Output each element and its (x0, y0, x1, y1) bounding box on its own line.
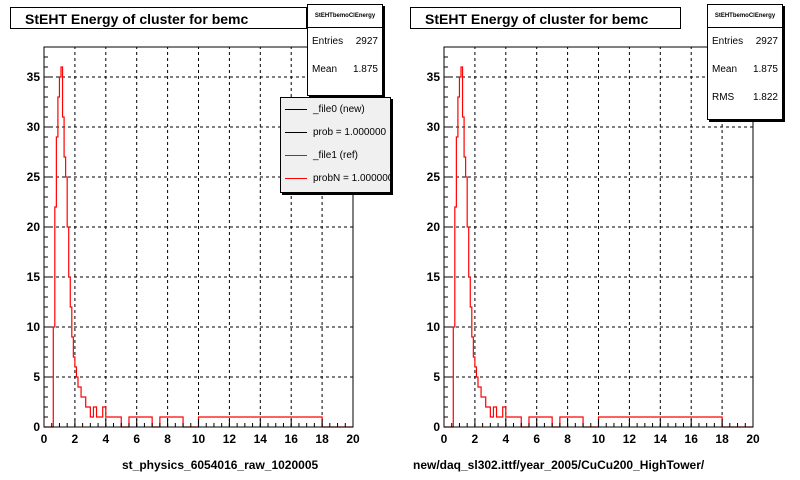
y-tick-label: 20 (27, 220, 41, 234)
stats-title: StEHTbemoClEnergy (708, 5, 782, 28)
legend-item-probn: probN = 1.000000 (281, 167, 390, 190)
y-tick-label: 0 (33, 420, 40, 434)
panel-2-stats-box: StEHTbemoClEnergy Entries 2927 Mean 1.87… (707, 4, 783, 120)
y-tick-label: 25 (427, 170, 441, 184)
legend-label: _file1 (ref) (313, 150, 359, 161)
x-tick-label: 14 (654, 432, 668, 446)
stats-value: 1.875 (752, 64, 778, 75)
y-tick-label: 0 (433, 420, 440, 434)
y-tick-label: 35 (427, 70, 441, 84)
x-tick-label: 12 (223, 432, 237, 446)
legend-item-ref: _file1 (ref) (281, 144, 390, 167)
panel-1-title: StEHT Energy of cluster for bemc (10, 7, 307, 29)
x-tick-label: 16 (285, 432, 299, 446)
x-tick-label: 16 (685, 432, 699, 446)
stats-value: 1.875 (352, 64, 378, 75)
stats-key: Entries (712, 36, 744, 47)
legend-label: probN = 1.000000 (313, 173, 391, 184)
panel-2-title: StEHT Energy of cluster for bemc (410, 7, 681, 29)
y-tick-label: 5 (433, 370, 440, 384)
legend-item-prob: prob = 1.000000 (281, 121, 390, 144)
x-tick-label: 0 (41, 432, 48, 446)
stats-row-mean: Mean 1.875 (308, 56, 382, 84)
stats-key: Mean (312, 64, 338, 75)
x-tick-label: 20 (346, 432, 360, 446)
y-tick-label: 5 (33, 370, 40, 384)
x-tick-label: 8 (164, 432, 171, 446)
stats-value: 2927 (355, 36, 378, 47)
y-tick-label: 10 (427, 320, 441, 334)
stats-value: 1.822 (752, 92, 778, 103)
stats-row-mean: Mean 1.875 (708, 56, 782, 84)
x-tick-label: 18 (315, 432, 329, 446)
stats-row-rms: RMS 1.822 (708, 84, 782, 112)
legend-label: prob = 1.000000 (313, 127, 387, 138)
legend-label: _file0 (new) (313, 104, 365, 115)
stats-value: 2927 (755, 36, 778, 47)
panel-1-x-axis-title: st_physics_6054016_raw_1020005 (122, 458, 319, 472)
x-tick-label: 4 (502, 432, 509, 446)
x-tick-label: 12 (623, 432, 637, 446)
x-tick-label: 2 (472, 432, 479, 446)
x-tick-label: 0 (441, 432, 448, 446)
x-tick-label: 8 (564, 432, 571, 446)
y-tick-label: 30 (427, 120, 441, 134)
x-tick-label: 14 (254, 432, 268, 446)
stats-row-entries: Entries 2927 (708, 28, 782, 56)
stats-key: Entries (312, 36, 344, 47)
stats-key: Mean (712, 64, 738, 75)
y-tick-label: 10 (27, 320, 41, 334)
stats-key: RMS (712, 92, 735, 103)
legend-line-swatch (285, 155, 307, 156)
y-tick-label: 15 (27, 270, 41, 284)
legend-line-swatch (285, 109, 307, 110)
x-tick-label: 20 (746, 432, 760, 446)
x-tick-label: 6 (133, 432, 140, 446)
x-tick-label: 18 (715, 432, 729, 446)
legend-line-swatch (285, 178, 307, 179)
x-tick-label: 10 (592, 432, 606, 446)
panel-2-x-axis-title: new/daq_sl302.ittf/year_2005/CuCu200_Hig… (413, 458, 705, 472)
legend-line-swatch (285, 132, 307, 133)
y-tick-label: 20 (427, 220, 441, 234)
x-tick-label: 4 (102, 432, 109, 446)
stats-title: StEHTbemoClEnergy (308, 5, 382, 28)
y-tick-label: 15 (427, 270, 441, 284)
x-tick-label: 2 (72, 432, 79, 446)
x-tick-label: 6 (533, 432, 540, 446)
panel-1-stats-box: StEHTbemoClEnergy Entries 2927 Mean 1.87… (307, 4, 383, 96)
y-tick-label: 30 (27, 120, 41, 134)
y-tick-label: 35 (27, 70, 41, 84)
legend-item-new: _file0 (new) (281, 98, 390, 121)
panel-1-legend: _file0 (new) prob = 1.000000 _file1 (ref… (280, 97, 391, 193)
stats-row-entries: Entries 2927 (308, 28, 382, 56)
y-tick-label: 25 (27, 170, 41, 184)
x-tick-label: 10 (192, 432, 206, 446)
